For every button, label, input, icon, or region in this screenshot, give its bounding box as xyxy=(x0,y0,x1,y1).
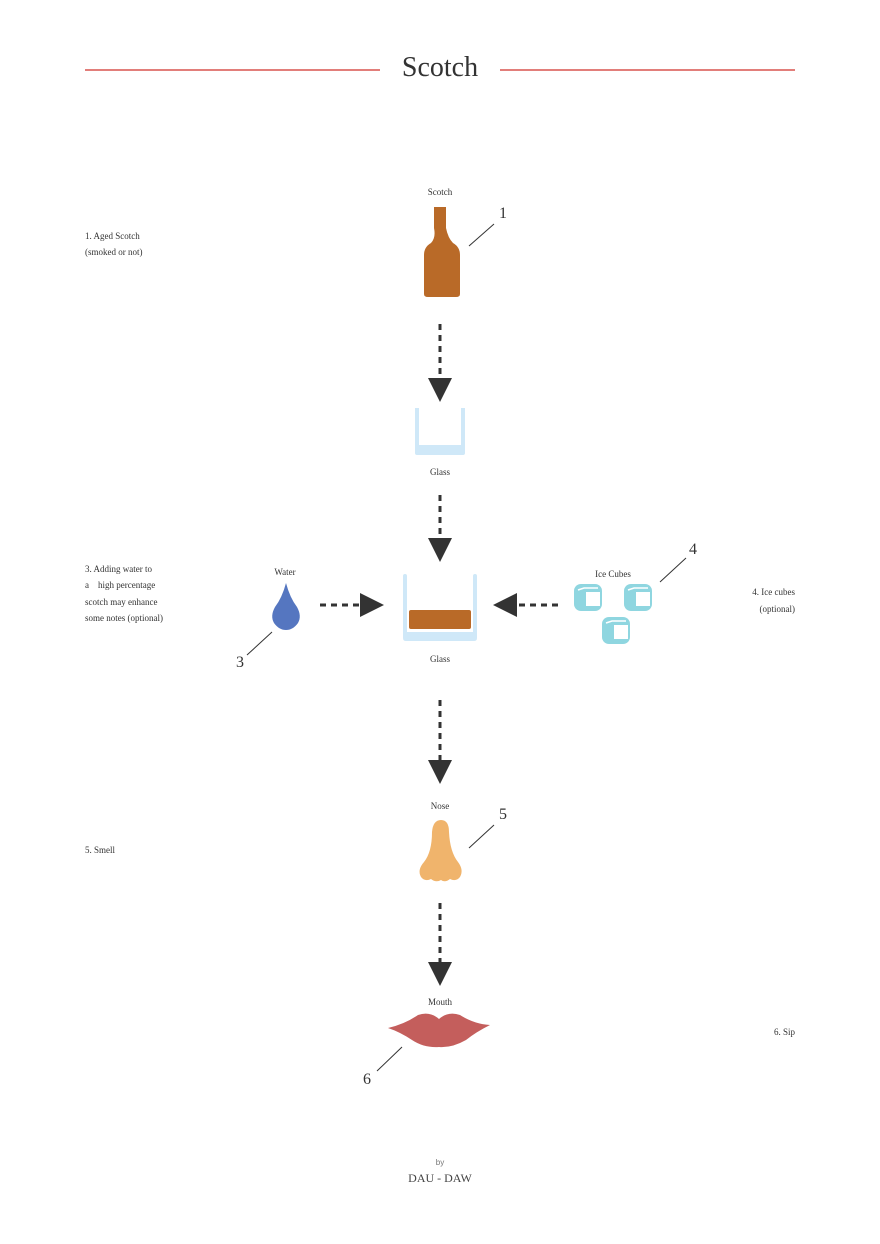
callout-line-5 xyxy=(468,824,495,849)
step5-note: 5. Smell xyxy=(85,845,116,855)
step3-note-line3: scotch may enhance xyxy=(85,597,158,607)
glass-filled-label: Glass xyxy=(430,654,450,664)
bottle-icon xyxy=(424,207,460,297)
callout-line-3 xyxy=(246,631,273,656)
step3-note-line4: some notes (optional) xyxy=(85,613,163,623)
glass-empty-label: Glass xyxy=(430,467,450,477)
callout-line-1 xyxy=(468,223,495,247)
step-number-5: 5 xyxy=(499,806,507,823)
step-number-1: 1 xyxy=(499,205,507,222)
step-number-4: 4 xyxy=(689,541,697,558)
callout-line-4 xyxy=(659,557,687,583)
step3-note-line2: a high percentage xyxy=(85,580,156,590)
step-number-3: 3 xyxy=(236,654,244,671)
glass-icon xyxy=(415,408,465,455)
footer-by: by xyxy=(435,1158,445,1167)
page-title: Scotch xyxy=(401,52,479,83)
step4-note-line2: (optional) xyxy=(759,604,796,614)
step-number-6: 6 xyxy=(363,1071,371,1088)
mouth-label: Mouth xyxy=(427,997,453,1007)
nose-icon xyxy=(419,820,462,882)
scotch-label: Scotch xyxy=(427,187,453,197)
water-label: Water xyxy=(274,567,296,577)
step1-note-line1: 1. Aged Scotch xyxy=(85,231,140,241)
ice-cube-icon xyxy=(574,584,652,644)
callout-line-6 xyxy=(376,1046,403,1072)
step3-note-line1: 3. Adding water to xyxy=(85,564,152,574)
glass-with-scotch-icon xyxy=(403,574,477,641)
water-drop-icon xyxy=(272,583,300,630)
step6-note: 6. Sip xyxy=(773,1027,795,1037)
step4-note-line1: 4. Ice cubes xyxy=(752,587,795,597)
footer-brand: DAU - DAW xyxy=(408,1171,472,1185)
lips-icon xyxy=(388,1013,490,1048)
step1-note-line2: (smoked or not) xyxy=(85,247,143,257)
ice-cubes-label: Ice Cubes xyxy=(595,569,631,579)
nose-label: Nose xyxy=(430,801,450,811)
